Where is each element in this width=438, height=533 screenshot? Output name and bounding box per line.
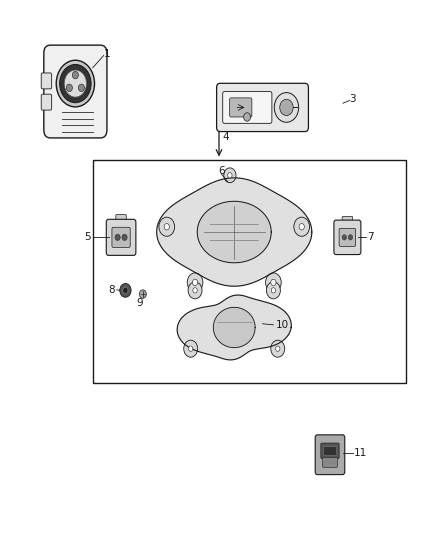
- Circle shape: [56, 60, 95, 107]
- Circle shape: [266, 282, 280, 299]
- Circle shape: [271, 288, 276, 293]
- Circle shape: [164, 223, 170, 230]
- FancyBboxPatch shape: [322, 457, 337, 467]
- Text: 8: 8: [108, 285, 115, 295]
- Circle shape: [188, 346, 193, 351]
- Text: 1: 1: [104, 50, 110, 59]
- Circle shape: [64, 70, 86, 97]
- Circle shape: [123, 287, 128, 294]
- Circle shape: [120, 284, 131, 297]
- Circle shape: [228, 173, 232, 178]
- FancyBboxPatch shape: [217, 83, 308, 132]
- Text: 5: 5: [84, 232, 91, 243]
- Text: 11: 11: [354, 448, 367, 458]
- Circle shape: [188, 282, 202, 299]
- Circle shape: [115, 234, 120, 240]
- Text: 3: 3: [350, 94, 356, 104]
- Circle shape: [187, 273, 203, 292]
- Circle shape: [224, 168, 236, 183]
- Polygon shape: [157, 178, 312, 286]
- FancyBboxPatch shape: [315, 435, 345, 474]
- Circle shape: [193, 288, 197, 293]
- FancyBboxPatch shape: [334, 220, 361, 255]
- FancyBboxPatch shape: [41, 73, 52, 89]
- FancyBboxPatch shape: [230, 98, 252, 117]
- Text: 6: 6: [218, 166, 225, 176]
- Text: 9: 9: [137, 297, 143, 308]
- FancyBboxPatch shape: [44, 45, 107, 138]
- Circle shape: [244, 113, 251, 121]
- Circle shape: [184, 340, 198, 357]
- Circle shape: [342, 235, 346, 240]
- Text: 4: 4: [222, 132, 229, 142]
- Bar: [93, 160, 406, 383]
- Circle shape: [139, 290, 146, 298]
- Polygon shape: [197, 201, 271, 263]
- Circle shape: [280, 99, 293, 116]
- Circle shape: [265, 273, 281, 292]
- FancyBboxPatch shape: [223, 92, 272, 123]
- Circle shape: [159, 217, 175, 236]
- Text: 7: 7: [367, 232, 374, 243]
- FancyBboxPatch shape: [116, 215, 126, 224]
- Circle shape: [72, 71, 78, 79]
- Polygon shape: [213, 308, 255, 348]
- Circle shape: [78, 84, 85, 92]
- FancyBboxPatch shape: [106, 219, 136, 255]
- FancyBboxPatch shape: [112, 227, 130, 247]
- Circle shape: [276, 346, 280, 351]
- Circle shape: [348, 235, 353, 240]
- Circle shape: [299, 223, 304, 230]
- Circle shape: [122, 234, 127, 240]
- Circle shape: [60, 64, 91, 103]
- Circle shape: [271, 340, 285, 357]
- FancyBboxPatch shape: [339, 228, 356, 246]
- FancyBboxPatch shape: [321, 443, 339, 458]
- Circle shape: [192, 279, 198, 286]
- Text: 10: 10: [276, 320, 289, 330]
- Circle shape: [294, 217, 310, 236]
- Polygon shape: [177, 295, 291, 360]
- Circle shape: [66, 84, 72, 92]
- Circle shape: [271, 279, 276, 286]
- FancyBboxPatch shape: [323, 447, 336, 455]
- Circle shape: [274, 93, 299, 122]
- FancyBboxPatch shape: [342, 216, 353, 225]
- FancyBboxPatch shape: [41, 94, 52, 110]
